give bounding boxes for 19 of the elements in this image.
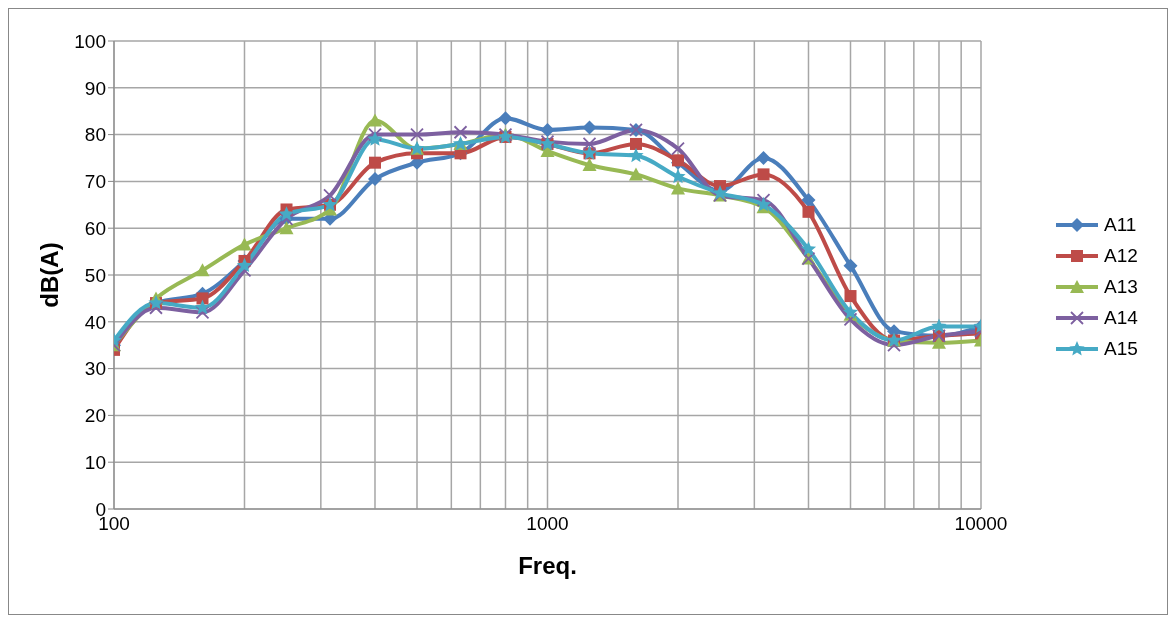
x-tick-label: 10000	[954, 513, 1008, 535]
y-tick-label: 40	[84, 311, 106, 333]
x-axis-title: Freq.	[518, 552, 577, 580]
legend-label: A13	[1104, 275, 1138, 298]
y-tick-label: 10	[84, 451, 106, 473]
y-tick-label: 100	[74, 30, 106, 52]
y-tick-label: 90	[84, 77, 106, 99]
legend-label: A11	[1104, 213, 1137, 236]
legend-label: A14	[1104, 306, 1138, 329]
y-tick-label: 60	[84, 217, 106, 239]
y-tick-label: 20	[84, 405, 106, 427]
legend-label: A12	[1104, 244, 1138, 267]
y-tick-label: 70	[84, 171, 106, 193]
y-tick-label: 50	[84, 264, 106, 286]
legend-label: A15	[1104, 337, 1138, 360]
y-axis-title: dB(A)	[35, 242, 63, 308]
y-tick-label: 80	[84, 124, 106, 146]
x-tick-label: 1000	[526, 513, 569, 535]
y-tick-label: 30	[84, 358, 106, 380]
